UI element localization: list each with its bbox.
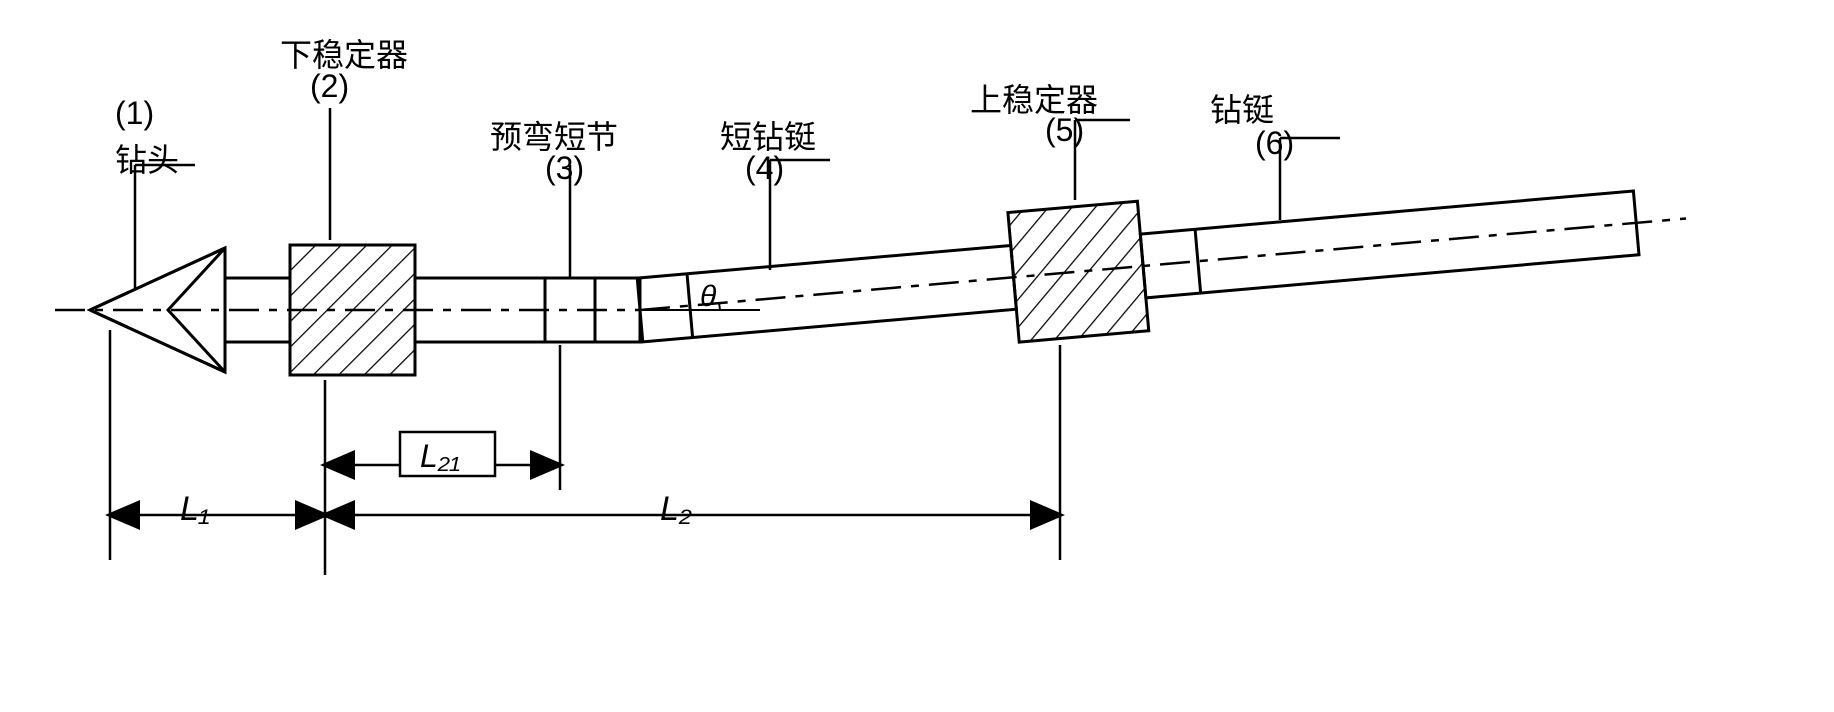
label-1-index: (1) [115, 95, 154, 132]
angle-label: θ [700, 280, 716, 314]
label-6-index: (6) [1255, 125, 1294, 162]
label-1-name: 钻头 [115, 135, 179, 181]
upper-stabilizer [1008, 201, 1149, 342]
angled-assembly [634, 154, 1691, 375]
dim-label-L1: L₁ [180, 490, 210, 529]
label-5-index: (5) [1045, 112, 1084, 149]
label-3-index: (3) [545, 150, 584, 187]
dim-label-L21: L₂₁ [420, 438, 460, 475]
label-4-index: (4) [745, 150, 784, 187]
label-2-index: (2) [310, 68, 349, 105]
dim-label-L2: L₂ [660, 490, 692, 529]
drill-collar [1140, 191, 1639, 298]
lower-stabilizer [290, 245, 415, 375]
